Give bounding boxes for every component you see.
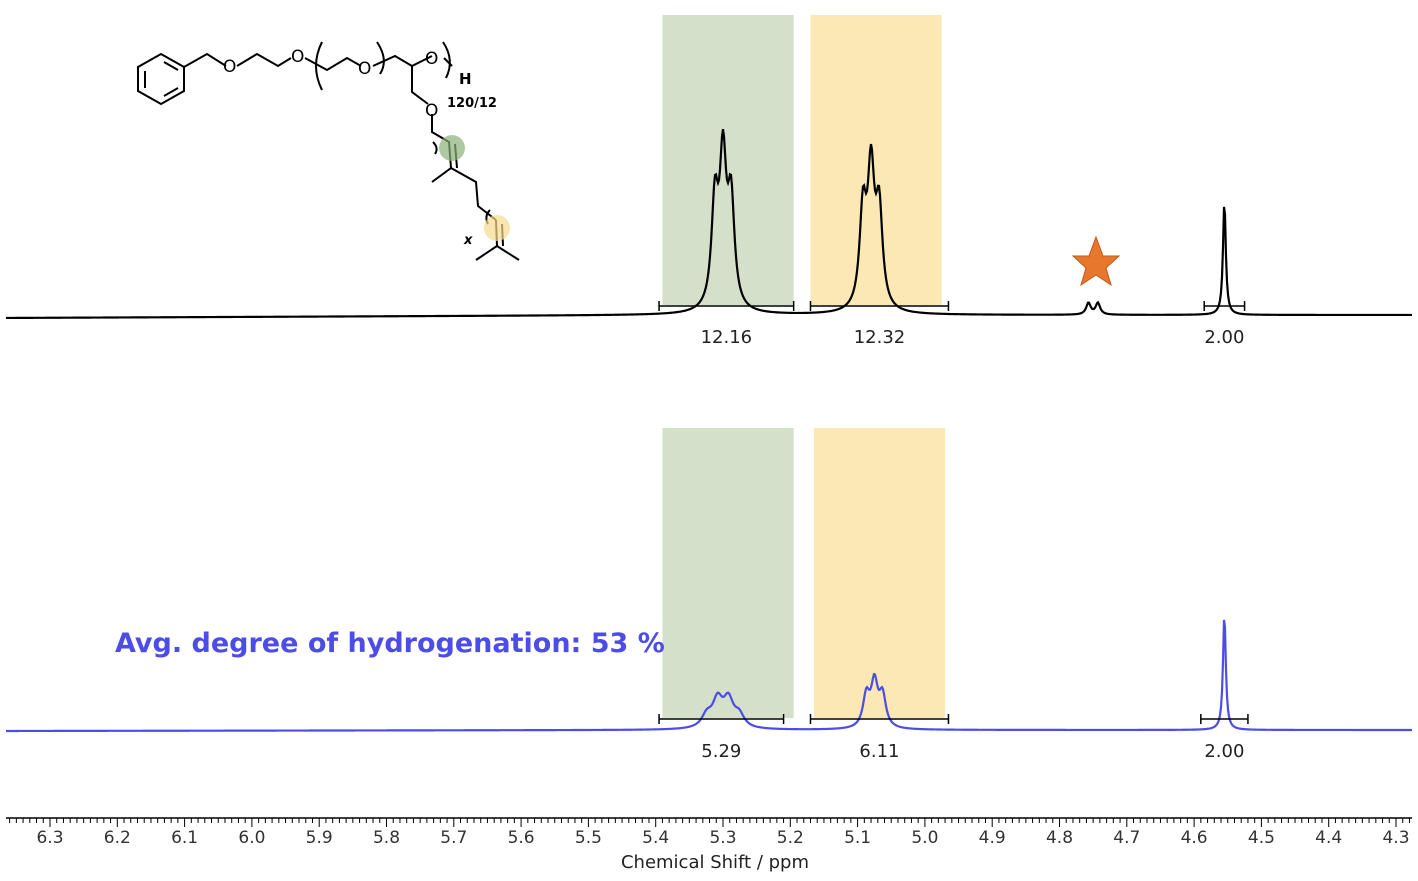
integral-value: 6.11 [859,741,899,762]
integral-marker [658,301,795,311]
x-tick-label: 4.6 [1181,828,1208,848]
spectra-layer [5,129,1412,733]
oxygen-label: O [358,59,371,79]
x-tick-label: 4.7 [1113,828,1140,848]
x-tick-label: 6.1 [171,828,198,848]
x-tick-label: 5.3 [709,828,736,848]
x-tick-label: 4.5 [1248,828,1275,848]
x-tick-label: 5.9 [306,828,333,848]
alkene-highlight-yellow [484,215,510,241]
x-tick-label: 5.2 [777,828,804,848]
x-tick-label: 6.3 [36,828,63,848]
integral-value: 12.16 [701,327,753,348]
x-axis: 6.3 6.2 6.1 6.0 5.9 5.8 5.7 5.6 5.5 5.4 5.3 5.2 5.1 5… [6,817,1412,873]
peg-chain [183,52,227,68]
x-tick-label: 4.4 [1315,828,1342,848]
alkene-highlight-green [439,135,465,161]
x-tick-label: 5.4 [642,828,669,848]
x-tick-label: 5.5 [575,828,602,848]
repeat-bracket-right [442,41,451,79]
integrals-layer: 12.16 12.32 2.00 5.29 6.11 2.00 [658,301,1249,762]
oxygen-label: O [291,47,304,67]
x-tick-label: 6.0 [238,828,265,848]
integral-value: 12.32 [854,327,906,348]
x-tick-label: 6.2 [104,828,131,848]
highlight-region [662,15,794,305]
x-tick-label: 5.1 [844,828,871,848]
integral-value: 5.29 [701,741,741,762]
integral-marker [1203,301,1246,311]
x-subscript-label: x [463,233,473,248]
integral-marker [809,301,950,311]
spectrum-line-bottom [6,619,1412,733]
integral-value: 2.00 [1204,327,1244,348]
hydrogenation-annotation: Avg. degree of hydrogenation: 53 % [115,628,665,659]
chemical-structure [137,41,520,261]
integral-marker [658,714,785,724]
highlight-region [813,428,946,718]
impurity-star-icon [1071,235,1121,287]
integral-value: 2.00 [1204,741,1244,762]
x-tick-label: 5.7 [440,828,467,848]
x-tick-label: 4.9 [979,828,1006,848]
repeat-units-label: 120/12 [447,96,497,111]
highlight-region [662,428,794,718]
highlight-region [810,15,942,305]
oxygen-label: O [425,101,438,121]
x-tick-label: 5.0 [911,828,938,848]
integral-marker [809,714,950,724]
oxygen-label: O [223,57,236,77]
end-group-label: H [459,70,472,88]
x-tick-label: 4.8 [1046,828,1073,848]
highlight-regions-layer [662,15,946,718]
integral-marker [1200,714,1249,724]
x-axis-title: Chemical Shift / ppm [621,852,809,873]
oxygen-label: O [425,49,438,69]
repeat-bracket-left [315,41,323,91]
spectrum-line-top [5,129,1412,320]
x-tick-label: 5.6 [508,828,535,848]
x-tick-label: 4.3 [1382,828,1409,848]
x-tick-label: 5.8 [373,828,400,848]
